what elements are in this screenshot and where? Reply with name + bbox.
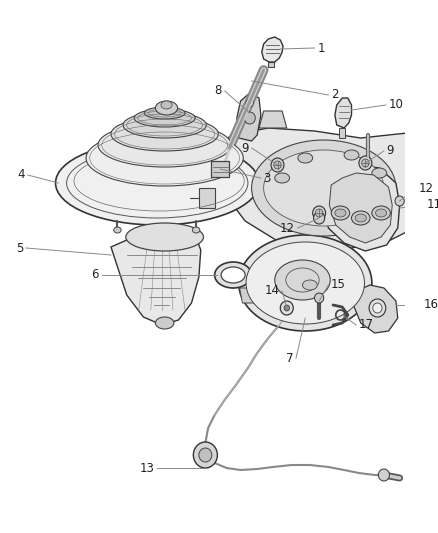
Ellipse shape bbox=[161, 101, 172, 109]
Text: 11: 11 bbox=[427, 198, 438, 212]
Circle shape bbox=[314, 293, 324, 303]
Ellipse shape bbox=[372, 168, 387, 178]
Text: 14: 14 bbox=[265, 285, 279, 297]
Text: 1: 1 bbox=[317, 42, 325, 54]
Ellipse shape bbox=[375, 209, 387, 217]
Text: 3: 3 bbox=[264, 172, 271, 184]
Ellipse shape bbox=[221, 267, 245, 283]
Ellipse shape bbox=[126, 223, 204, 251]
Circle shape bbox=[244, 112, 255, 124]
Ellipse shape bbox=[275, 173, 290, 183]
Ellipse shape bbox=[335, 209, 346, 217]
Polygon shape bbox=[262, 37, 283, 62]
Text: 8: 8 bbox=[215, 85, 222, 98]
Ellipse shape bbox=[303, 280, 317, 290]
Ellipse shape bbox=[246, 242, 364, 324]
Ellipse shape bbox=[298, 153, 313, 163]
Polygon shape bbox=[329, 173, 392, 243]
Text: 5: 5 bbox=[16, 241, 23, 254]
Circle shape bbox=[369, 299, 386, 317]
Circle shape bbox=[378, 469, 389, 481]
Polygon shape bbox=[268, 62, 274, 67]
Text: 4: 4 bbox=[18, 168, 25, 182]
Text: 6: 6 bbox=[92, 269, 99, 281]
Circle shape bbox=[246, 99, 254, 107]
Ellipse shape bbox=[86, 130, 243, 186]
Polygon shape bbox=[211, 161, 230, 177]
Circle shape bbox=[359, 156, 372, 170]
Polygon shape bbox=[199, 188, 215, 208]
Ellipse shape bbox=[344, 150, 359, 160]
Text: 2: 2 bbox=[331, 88, 339, 101]
Text: 16: 16 bbox=[424, 298, 438, 311]
Ellipse shape bbox=[251, 140, 396, 236]
Polygon shape bbox=[335, 98, 352, 128]
Text: 17: 17 bbox=[359, 319, 374, 332]
Circle shape bbox=[373, 303, 382, 313]
Ellipse shape bbox=[155, 317, 174, 329]
Ellipse shape bbox=[331, 206, 350, 220]
Ellipse shape bbox=[352, 211, 370, 225]
Text: 9: 9 bbox=[387, 144, 394, 157]
Circle shape bbox=[274, 161, 281, 169]
Text: 9: 9 bbox=[241, 141, 249, 155]
Circle shape bbox=[199, 448, 212, 462]
Ellipse shape bbox=[264, 150, 384, 226]
Circle shape bbox=[271, 158, 284, 172]
Polygon shape bbox=[339, 128, 345, 138]
Ellipse shape bbox=[192, 227, 200, 233]
Text: 15: 15 bbox=[331, 279, 346, 292]
Polygon shape bbox=[111, 235, 201, 325]
Ellipse shape bbox=[275, 260, 330, 300]
Text: 12: 12 bbox=[280, 222, 295, 235]
Ellipse shape bbox=[239, 235, 372, 331]
Ellipse shape bbox=[114, 227, 121, 233]
Ellipse shape bbox=[134, 109, 195, 127]
Text: 13: 13 bbox=[140, 462, 155, 474]
Text: 10: 10 bbox=[389, 99, 403, 111]
Ellipse shape bbox=[372, 206, 390, 220]
Ellipse shape bbox=[123, 112, 206, 138]
Polygon shape bbox=[353, 285, 398, 333]
Text: 7: 7 bbox=[286, 351, 293, 365]
Polygon shape bbox=[240, 288, 371, 303]
Polygon shape bbox=[237, 93, 261, 141]
Circle shape bbox=[284, 305, 290, 311]
Ellipse shape bbox=[155, 101, 178, 115]
Circle shape bbox=[315, 209, 323, 217]
Circle shape bbox=[193, 442, 217, 468]
Circle shape bbox=[280, 301, 293, 315]
Polygon shape bbox=[213, 128, 438, 248]
Polygon shape bbox=[259, 111, 287, 128]
Circle shape bbox=[395, 196, 404, 206]
Circle shape bbox=[313, 206, 325, 220]
Circle shape bbox=[362, 159, 369, 167]
Ellipse shape bbox=[355, 214, 366, 222]
Ellipse shape bbox=[111, 117, 218, 151]
Polygon shape bbox=[322, 165, 399, 251]
Circle shape bbox=[314, 212, 325, 224]
Text: 12: 12 bbox=[419, 182, 434, 195]
Ellipse shape bbox=[98, 123, 231, 167]
Ellipse shape bbox=[144, 107, 185, 119]
Ellipse shape bbox=[56, 141, 259, 225]
Ellipse shape bbox=[215, 262, 251, 288]
